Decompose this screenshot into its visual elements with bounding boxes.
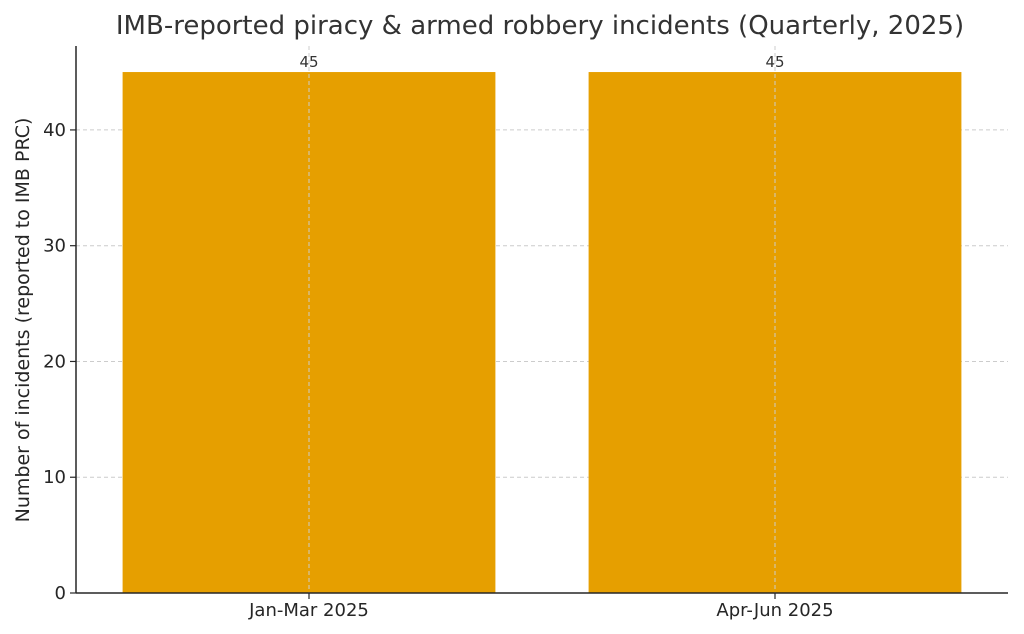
- y-ticks: 0 10 20 30 40: [43, 120, 76, 604]
- y-tick-label: 10: [43, 467, 66, 488]
- y-tick-label: 20: [43, 351, 66, 372]
- bar: [122, 72, 496, 594]
- x-ticks: Jan-Mar 2025 Apr-Jun 2025: [248, 593, 834, 621]
- bars: [122, 72, 962, 594]
- y-tick-label: 30: [43, 236, 66, 257]
- bar: [588, 72, 962, 594]
- y-tick-label: 40: [43, 120, 66, 141]
- vertical-grid: [308, 46, 776, 593]
- y-tick-label: 0: [55, 583, 66, 604]
- data-labels: 45 45: [299, 53, 784, 71]
- x-tick-label: Jan-Mar 2025: [248, 600, 369, 621]
- chart-title: IMB-reported piracy & armed robbery inci…: [116, 11, 964, 41]
- y-axis-label: Number of incidents (reported to IMB PRC…: [12, 118, 34, 523]
- bar-value-label: 45: [299, 53, 318, 71]
- x-tick-label: Apr-Jun 2025: [716, 600, 833, 621]
- axes: [75, 46, 1008, 594]
- bar-value-label: 45: [765, 53, 784, 71]
